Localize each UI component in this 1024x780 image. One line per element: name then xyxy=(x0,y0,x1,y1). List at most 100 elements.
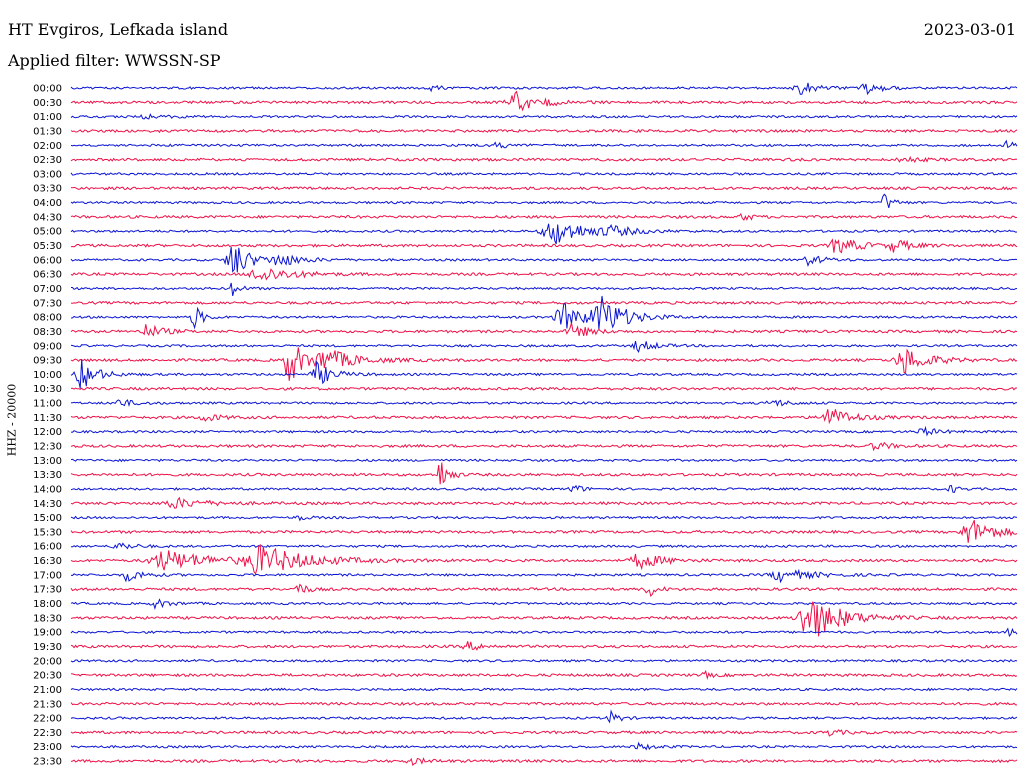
time-tick-label: 03:00 xyxy=(33,169,62,180)
trace-line xyxy=(71,282,1018,297)
time-tick-label: 09:00 xyxy=(33,341,62,352)
time-tick-label: 01:00 xyxy=(33,112,62,123)
time-tick-label: 09:30 xyxy=(33,356,62,367)
trace-line xyxy=(70,627,1018,638)
time-tick-label: 11:30 xyxy=(33,413,62,424)
time-tick-label: 00:30 xyxy=(33,98,62,109)
time-tick-label: 12:00 xyxy=(33,427,62,438)
trace-line xyxy=(70,741,1018,751)
time-tick-label: 19:30 xyxy=(33,642,62,653)
time-tick-label: 21:00 xyxy=(33,685,62,696)
time-tick-label: 14:30 xyxy=(33,499,62,510)
trace-line xyxy=(70,462,1018,485)
time-tick-label: 07:30 xyxy=(33,298,62,309)
trace-line xyxy=(70,268,1018,281)
trace-line xyxy=(70,113,1018,120)
time-tick-label: 10:30 xyxy=(33,384,62,395)
trace-line xyxy=(70,171,1018,176)
trace-line xyxy=(70,729,1018,737)
trace-line xyxy=(70,223,1018,245)
trace-line xyxy=(70,399,1018,408)
time-tick-label: 07:00 xyxy=(33,284,62,295)
trace-line xyxy=(70,82,1018,96)
trace-line xyxy=(70,515,1018,522)
time-tick-label: 18:00 xyxy=(33,599,62,610)
trace-line xyxy=(70,386,1017,391)
trace-line xyxy=(70,598,1018,611)
time-tick-label: 15:00 xyxy=(33,513,62,524)
time-tick-label: 21:30 xyxy=(33,699,62,710)
time-tick-label: 17:00 xyxy=(33,570,62,581)
time-tick-label: 16:30 xyxy=(33,556,62,567)
time-tick-label: 13:00 xyxy=(33,456,62,467)
trace-line xyxy=(70,542,1018,550)
time-tick-label: 23:30 xyxy=(33,757,62,768)
trace-line xyxy=(70,583,1018,598)
trace-line xyxy=(70,359,1018,389)
trace-line xyxy=(70,300,1018,305)
time-tick-label: 16:00 xyxy=(33,542,62,553)
trace-line xyxy=(70,669,1018,681)
time-tick-label: 06:30 xyxy=(33,270,62,281)
trace-line xyxy=(70,347,1018,381)
time-tick-label: 19:00 xyxy=(33,628,62,639)
trace-line xyxy=(70,568,1018,584)
time-tick-label: 00:00 xyxy=(33,84,62,95)
time-tick-label: 03:30 xyxy=(33,184,62,195)
trace-line xyxy=(70,295,1018,330)
time-tick-label: 12:30 xyxy=(33,442,62,453)
trace-line xyxy=(70,322,1018,337)
trace-line xyxy=(70,247,1018,273)
trace-line xyxy=(70,701,1017,706)
time-tick-label: 06:00 xyxy=(33,255,62,266)
time-tick-label: 08:00 xyxy=(33,313,62,324)
trace-line xyxy=(70,601,1018,637)
trace-line xyxy=(70,409,1018,425)
trace-line xyxy=(70,186,1018,191)
time-tick-label: 04:30 xyxy=(33,212,62,223)
trace-line xyxy=(70,425,1018,437)
trace-line xyxy=(70,543,1018,575)
trace-line xyxy=(70,687,1018,692)
trace-line xyxy=(70,193,1018,209)
time-tick-label: 01:30 xyxy=(33,126,62,137)
trace-line xyxy=(70,641,1018,651)
time-tick-label: 11:00 xyxy=(33,399,62,410)
time-tick-label: 05:30 xyxy=(33,241,62,252)
trace-line xyxy=(70,139,1018,149)
trace-line xyxy=(70,658,1018,663)
trace-line xyxy=(70,238,1018,254)
trace-line xyxy=(70,520,1018,543)
time-tick-label: 20:30 xyxy=(33,671,62,682)
trace-line xyxy=(70,757,1018,767)
trace-line xyxy=(70,441,1018,452)
time-tick-label: 17:30 xyxy=(33,585,62,596)
date-label: 2023-03-01 xyxy=(923,20,1016,39)
time-tick-label: 13:30 xyxy=(33,470,62,481)
time-tick-label: 04:00 xyxy=(33,198,62,209)
trace-line xyxy=(70,90,1018,112)
time-tick-label: 02:00 xyxy=(33,141,62,152)
trace-line xyxy=(70,496,1018,509)
time-tick-label: 02:30 xyxy=(33,155,62,166)
time-tick-label: 14:00 xyxy=(33,484,62,495)
trace-line xyxy=(70,128,1018,134)
time-tick-label: 08:30 xyxy=(33,327,62,338)
trace-line xyxy=(70,458,1018,463)
time-tick-label: 22:30 xyxy=(33,728,62,739)
time-tick-label: 15:30 xyxy=(33,527,62,538)
time-tick-label: 23:00 xyxy=(33,742,62,753)
trace-line xyxy=(70,155,1018,163)
trace-line xyxy=(70,484,1018,493)
filter-label: Applied filter: WWSSN-SP xyxy=(8,51,221,70)
time-tick-label: 10:00 xyxy=(33,370,62,381)
time-tick-label: 20:00 xyxy=(33,656,62,667)
station-title: HT Evgiros, Lefkada island xyxy=(8,20,229,39)
time-tick-label: 22:00 xyxy=(33,714,62,725)
time-tick-label: 18:30 xyxy=(33,613,62,624)
time-tick-label: 05:00 xyxy=(33,227,62,238)
trace-line xyxy=(70,340,1018,353)
trace-line xyxy=(70,213,1018,221)
trace-line xyxy=(70,709,1018,724)
